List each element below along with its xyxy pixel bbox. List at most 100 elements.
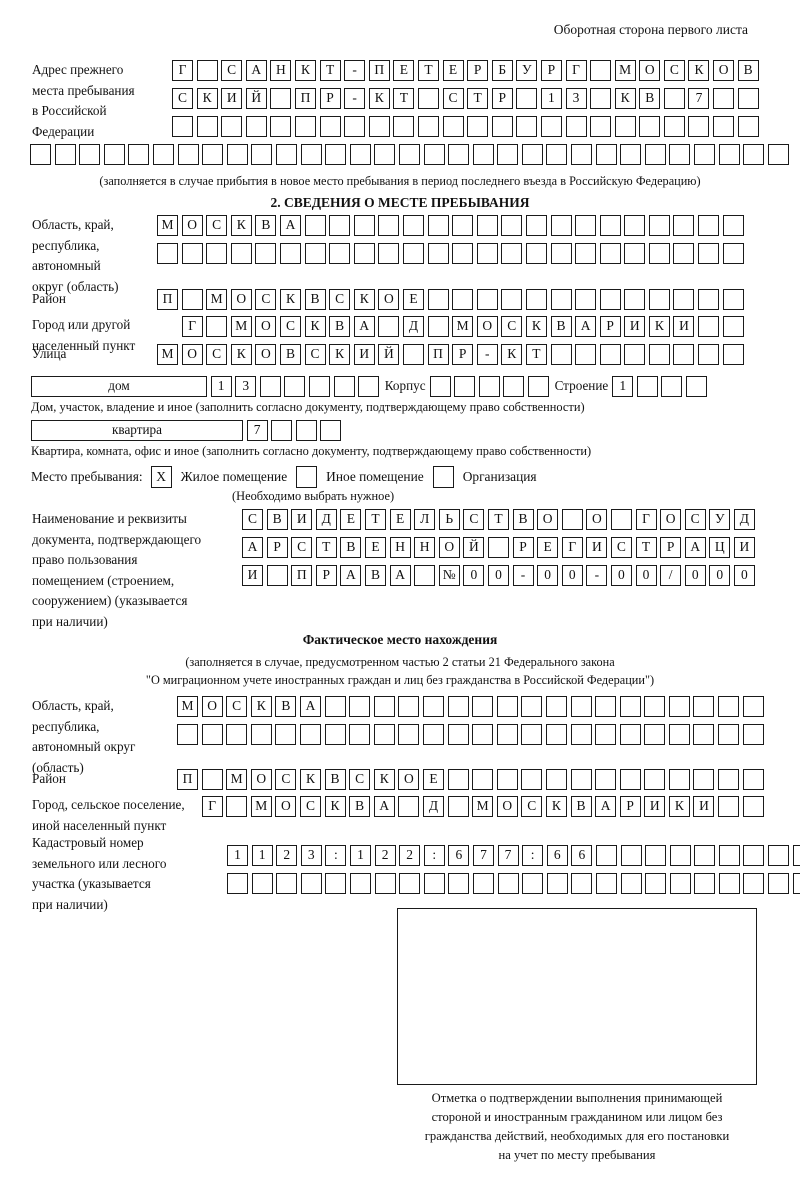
previous-address-cell[interactable] (737, 116, 759, 137)
document-cell[interactable]: 0 (733, 565, 755, 586)
actual-district-cell[interactable]: О (250, 769, 272, 790)
document-cell[interactable]: Р (266, 537, 288, 558)
previous-address-cell[interactable] (718, 144, 740, 165)
actual-district-cell[interactable]: К (373, 769, 395, 790)
actual-district-cell[interactable] (718, 769, 740, 790)
cadastral-cell[interactable] (768, 845, 790, 866)
section2-street-cell[interactable]: С (304, 344, 326, 365)
cadastral-cell[interactable] (718, 845, 740, 866)
actual-district-cell[interactable] (521, 769, 543, 790)
previous-address-cell[interactable] (30, 144, 51, 165)
actual-district-cell[interactable]: П (177, 769, 198, 790)
document-cell[interactable]: О (586, 509, 608, 530)
document-cell[interactable]: Т (487, 509, 509, 530)
actual-region-cell[interactable] (349, 696, 371, 717)
cadastral-cell[interactable] (399, 873, 421, 894)
section2-district-cell[interactable]: С (255, 289, 277, 310)
section2-city-cell[interactable]: Р (599, 316, 621, 337)
actual-city-cell[interactable]: К (668, 796, 690, 817)
actual-district-cell[interactable] (545, 769, 567, 790)
document-cell[interactable]: Г (635, 509, 657, 530)
actual-city-cell[interactable]: А (373, 796, 395, 817)
actual-region-cell[interactable] (668, 696, 690, 717)
section2-street-cell[interactable]: - (476, 344, 498, 365)
previous-address-cell[interactable]: Р (491, 88, 513, 109)
actual-city-cell[interactable]: С (299, 796, 321, 817)
cadastral-cell[interactable]: 6 (448, 845, 470, 866)
document-cell[interactable] (414, 565, 436, 586)
previous-address-cell[interactable]: М (614, 60, 636, 81)
section2-street-cell[interactable] (673, 344, 695, 365)
previous-address-cell[interactable] (79, 144, 101, 165)
actual-city-cell[interactable]: К (545, 796, 567, 817)
section2-region-cell[interactable]: М (157, 215, 178, 236)
section2-district-cell[interactable]: С (329, 289, 351, 310)
cadastral-cell[interactable] (694, 845, 716, 866)
cadastral-cell[interactable] (645, 845, 667, 866)
actual-region-cell[interactable] (595, 724, 617, 745)
section2-street-cell[interactable]: Р (452, 344, 474, 365)
section2-region-cell[interactable] (304, 243, 326, 264)
actual-region-cell[interactable] (545, 724, 567, 745)
section2-street-cell[interactable] (550, 344, 572, 365)
previous-address-cell[interactable]: - (344, 88, 366, 109)
section2-street-cell[interactable] (402, 344, 424, 365)
cadastral-cell[interactable]: 7 (472, 845, 494, 866)
cadastral-cell[interactable] (546, 873, 568, 894)
section2-city-cell[interactable]: О (255, 316, 277, 337)
previous-address-cell[interactable] (713, 88, 735, 109)
previous-address-cell[interactable]: Т (393, 88, 415, 109)
section2-district-cell[interactable] (599, 289, 621, 310)
actual-district-cell[interactable] (570, 769, 592, 790)
previous-address-cell[interactable] (497, 144, 519, 165)
document-cell[interactable]: С (610, 537, 632, 558)
actual-region-cell[interactable] (619, 696, 641, 717)
actual-region-cell[interactable] (570, 696, 592, 717)
document-cell[interactable]: 0 (635, 565, 657, 586)
document-cell[interactable]: Е (389, 509, 411, 530)
stay-type-checkbox-1[interactable]: Х (150, 466, 172, 488)
section2-district-cell[interactable]: К (353, 289, 375, 310)
previous-address-cell[interactable] (491, 116, 513, 137)
previous-address-cell[interactable]: С (663, 60, 685, 81)
cadastral-cell[interactable] (325, 873, 347, 894)
section2-city-cell[interactable] (427, 316, 449, 337)
document-cell[interactable]: У (709, 509, 731, 530)
document-cell[interactable]: Е (340, 509, 362, 530)
cadastral-cell[interactable]: 2 (399, 845, 421, 866)
actual-region-cell[interactable]: К (250, 696, 272, 717)
actual-city-cell[interactable]: О (275, 796, 297, 817)
actual-district-cell[interactable] (668, 769, 690, 790)
previous-address-cell[interactable] (196, 60, 218, 81)
actual-district-cell[interactable] (644, 769, 666, 790)
section2-district-cell[interactable] (550, 289, 572, 310)
document-cell[interactable]: А (242, 537, 263, 558)
section2-street-cell[interactable]: П (427, 344, 449, 365)
previous-address-cell[interactable]: П (368, 60, 390, 81)
actual-region-cell[interactable] (275, 724, 297, 745)
section2-region-cell[interactable]: О (181, 215, 203, 236)
house-number-cell[interactable]: 1 (210, 376, 232, 397)
previous-address-cell[interactable] (374, 144, 396, 165)
previous-address-cell[interactable] (590, 116, 612, 137)
section2-region-cell[interactable] (599, 243, 621, 264)
flat-row[interactable]: квартира 7 (31, 420, 345, 441)
cadastral-cell[interactable] (595, 873, 617, 894)
document-cell[interactable]: № (438, 565, 460, 586)
previous-address-cell[interactable] (251, 144, 273, 165)
section2-street-cell[interactable]: Й (378, 344, 400, 365)
section2-city-cell[interactable]: М (452, 316, 474, 337)
previous-address-cell[interactable] (669, 144, 691, 165)
previous-address-cell[interactable] (177, 144, 199, 165)
section2-street-cell[interactable] (648, 344, 670, 365)
actual-region-cell[interactable] (718, 724, 740, 745)
actual-region-cell[interactable] (742, 696, 764, 717)
section2-street-cell[interactable] (624, 344, 646, 365)
section2-district-cell[interactable] (722, 289, 744, 310)
actual-city-cell[interactable]: Д (422, 796, 444, 817)
actual-district-cell[interactable] (447, 769, 469, 790)
previous-address-cell[interactable]: Й (245, 88, 267, 109)
actual-region-cell[interactable] (570, 724, 592, 745)
previous-address-cell[interactable]: К (294, 60, 316, 81)
